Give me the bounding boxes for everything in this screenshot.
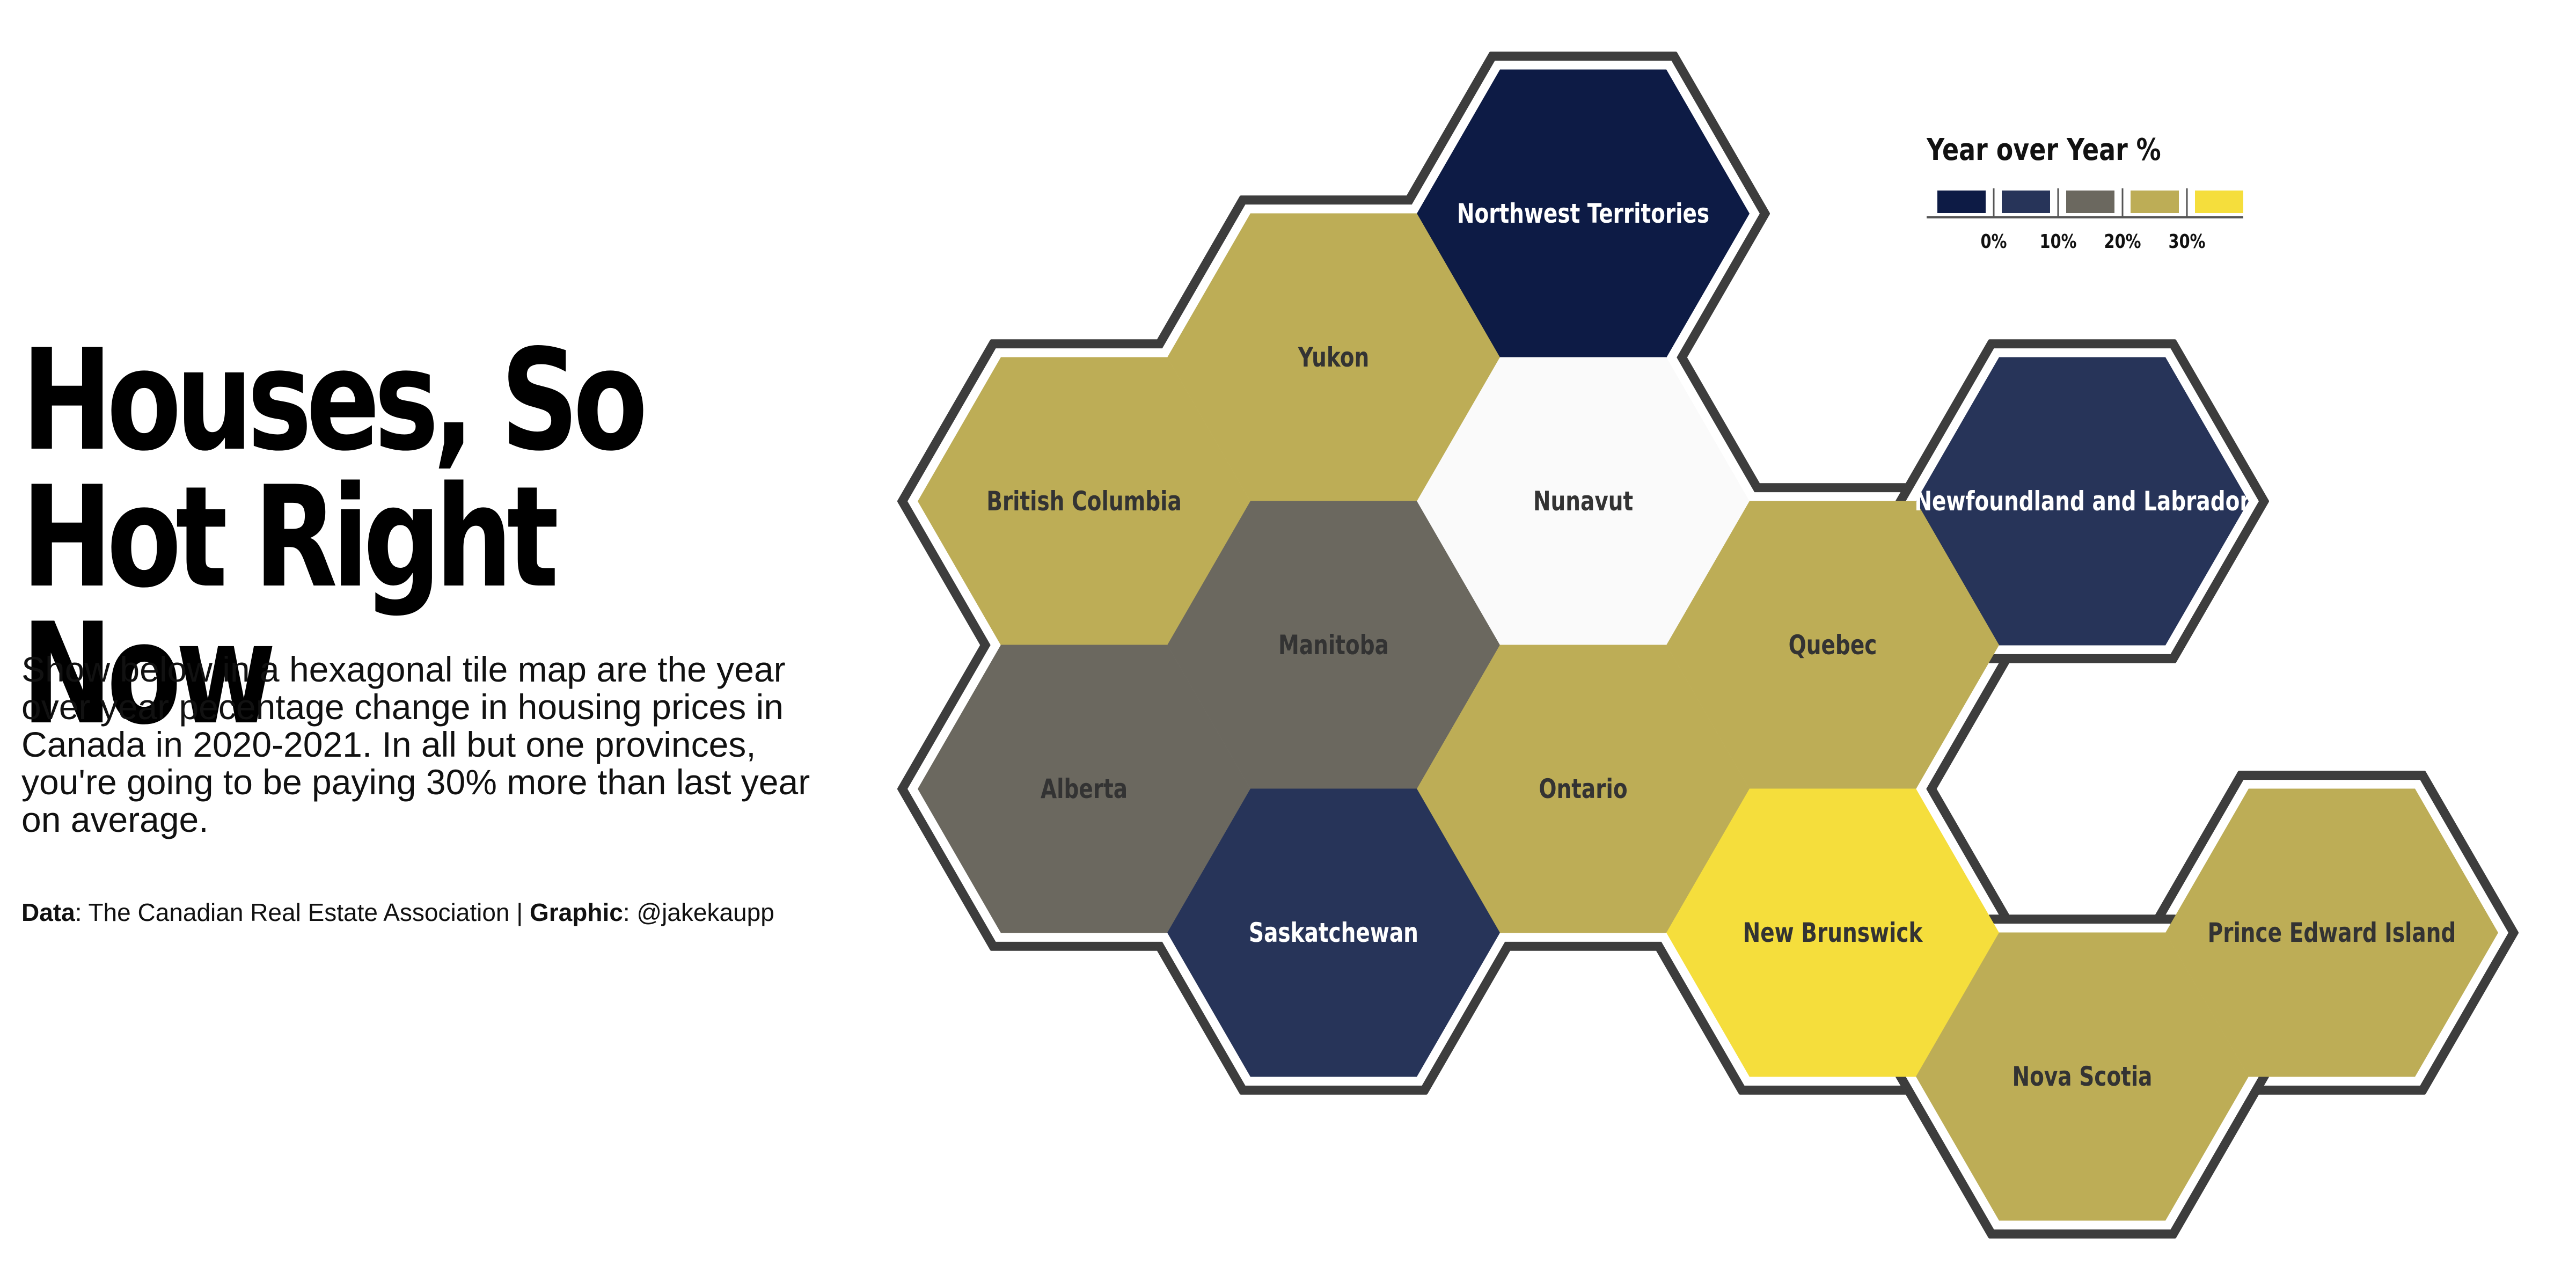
- map-tiles: [918, 69, 2498, 1221]
- credits-caption: Data: The Canadian Real Estate Associati…: [21, 897, 880, 927]
- legend: Year over Year % 0% 10% 20% 30%: [1926, 133, 2243, 253]
- hex-tile-british-columbia: [918, 357, 1250, 646]
- data-source: : The Canadian Real Estate Association |: [75, 898, 530, 926]
- legend-swatch: [2195, 191, 2243, 213]
- hex-tile-new-brunswick: [1666, 788, 1999, 1077]
- hex-tile-manitoba: [1167, 501, 1500, 789]
- legend-tick-label: 0%: [1981, 230, 2007, 253]
- legend-tick-label: 30%: [2169, 230, 2206, 253]
- legend-swatches: [1937, 191, 2243, 213]
- hex-tile-newfoundland-and-labrador: [1916, 357, 2249, 646]
- hex-tile-alberta: [918, 645, 1250, 933]
- map-labels: Northwest Territories Yukon British Columb…: [986, 197, 2456, 1092]
- legend-ticks: 0% 10% 20% 30%: [1981, 188, 2206, 253]
- hex-tile-nunavut: [1417, 357, 1750, 646]
- legend-tick-label: 20%: [2104, 230, 2141, 253]
- graphic-handle: : @jakekaupp: [623, 898, 774, 926]
- hex-tile-nova-scotia: [1916, 932, 2249, 1221]
- tile-label-yukon: Yukon: [1298, 341, 1369, 373]
- tile-label-northwest-territories: Northwest Territories: [1457, 197, 1709, 229]
- legend-title: Year over Year %: [1926, 133, 2161, 168]
- tile-label-new-brunswick: New Brunswick: [1743, 917, 1923, 948]
- hex-tile-northwest-territories: [1417, 69, 1750, 358]
- legend-tick-label: 10%: [2040, 230, 2077, 253]
- hex-tile-ontario: [1417, 645, 1750, 933]
- tile-label-newfoundland-and-labrador: Newfoundland and Labrador: [1914, 485, 2250, 517]
- hex-tile-saskatchewan: [1167, 788, 1500, 1077]
- tile-label-ontario: Ontario: [1539, 773, 1627, 804]
- data-label: Data: [21, 898, 75, 926]
- hex-tile-prince-edward-island: [2165, 788, 2498, 1077]
- tile-label-prince-edward-island: Prince Edward Island: [2208, 917, 2456, 948]
- tile-label-manitoba: Manitoba: [1278, 629, 1389, 661]
- page-title: Houses, So Hot Right Now: [21, 320, 648, 756]
- tile-label-alberta: Alberta: [1041, 773, 1128, 804]
- tile-label-nova-scotia: Nova Scotia: [2012, 1060, 2152, 1092]
- legend-swatch: [2002, 191, 2050, 213]
- legend-swatch: [2131, 191, 2179, 213]
- legend-swatch: [2066, 191, 2114, 213]
- tile-label-saskatchewan: Saskatchewan: [1249, 917, 1418, 948]
- hex-tile-quebec: [1666, 501, 1999, 789]
- legend-swatch: [1937, 191, 1986, 213]
- tile-label-british-columbia: British Columbia: [986, 485, 1182, 517]
- tile-label-nunavut: Nunavut: [1533, 485, 1633, 517]
- graphic-label: Graphic: [530, 898, 623, 926]
- hex-tile-yukon: [1167, 213, 1500, 502]
- tile-label-quebec: Quebec: [1789, 629, 1877, 661]
- subtitle: Show below in a hexagonal tile map are t…: [21, 649, 810, 839]
